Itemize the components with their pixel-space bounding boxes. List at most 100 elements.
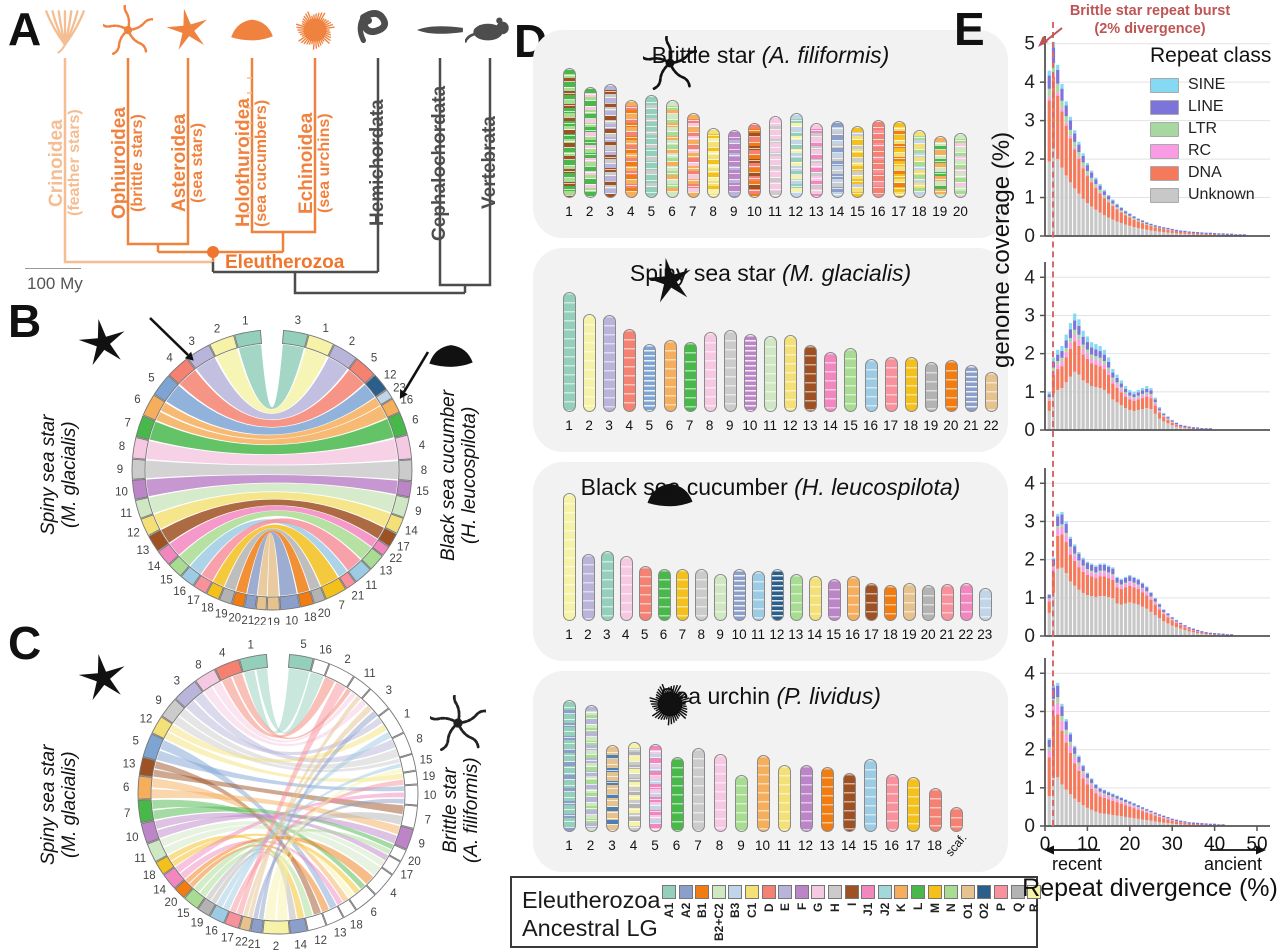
x-axis-label: Repeat divergence (%): [1022, 874, 1278, 902]
chromosome-label: 19: [901, 627, 917, 642]
circos-arc-label: 10: [115, 487, 128, 499]
repeat-legend-item: LINE: [1150, 96, 1280, 118]
circos-arc-label: 16: [319, 645, 332, 657]
histogram-bar: [1119, 816, 1123, 826]
chromosome: [643, 344, 657, 412]
histogram-bar: [1111, 598, 1115, 636]
species-common-name: Black sea cucumber: [580, 474, 795, 500]
histogram-bar: [1047, 88, 1051, 98]
histogram-bar: [1073, 757, 1077, 764]
lg-label-Q: Q: [1010, 903, 1025, 913]
circos-arc-label: 3: [295, 315, 301, 327]
histogram-bar: [1064, 347, 1068, 352]
histogram-bar: [1068, 794, 1073, 826]
histogram-bar: [1068, 546, 1073, 549]
lg-label-B1: B1: [695, 903, 710, 919]
histogram-bar: [1128, 602, 1132, 636]
histogram-bar: [1107, 791, 1111, 793]
chromosome: [846, 576, 860, 621]
y-tick-label: 1: [1024, 188, 1035, 209]
histogram-bar: [1064, 535, 1068, 543]
lg-swatch-G: [811, 885, 826, 899]
chromosome-label: 23: [977, 627, 993, 642]
circos-arc-label: 10: [126, 832, 139, 844]
histogram-bar: [1119, 797, 1123, 801]
repeat-legend-title: Repeat class: [1150, 44, 1272, 67]
histogram-bar: [1123, 210, 1128, 212]
circos-arc-label: 22: [235, 937, 248, 949]
lg-swatch-D: [761, 885, 776, 899]
histogram-bar: [1149, 223, 1153, 226]
histogram-bar: [1149, 230, 1153, 236]
histogram-bar: [1090, 363, 1094, 387]
circos-chord: [196, 357, 348, 420]
lg-swatch-C1: [745, 885, 759, 899]
chromosome: [978, 588, 992, 621]
circos-arc: [214, 659, 243, 682]
histogram-bar: [1073, 313, 1077, 321]
circos-arc: [238, 653, 269, 673]
histogram-bar: [1077, 156, 1081, 159]
histogram-bar: [1060, 524, 1064, 527]
circos-arc-label: 20: [408, 856, 421, 868]
circos-chord: [152, 789, 400, 835]
histogram-bar: [1107, 194, 1111, 197]
circos-arc: [404, 784, 419, 806]
histogram-bar: [1107, 796, 1111, 800]
histogram-bar: [1149, 611, 1153, 636]
chromosome: [769, 116, 782, 198]
histogram-bar: [1094, 364, 1098, 388]
histogram-bar: [1204, 823, 1208, 825]
chromosome: [985, 372, 999, 412]
histogram-bar: [1162, 415, 1166, 416]
histogram-bar: [1157, 822, 1162, 826]
histogram-bar: [1111, 219, 1115, 236]
histogram-bar: [1170, 425, 1174, 430]
histogram-bar: [1119, 584, 1123, 586]
histogram-bar: [1111, 575, 1115, 580]
histogram-bar: [1170, 422, 1174, 426]
histogram-bar: [1191, 630, 1195, 633]
histogram-bar: [1132, 219, 1136, 227]
circos-arc-label: 13: [123, 759, 136, 771]
histogram-bar: [1081, 162, 1085, 167]
histogram-bar: [1090, 342, 1094, 348]
chromosome: [584, 705, 598, 832]
histogram-bar: [1090, 354, 1094, 358]
chromosome: [804, 345, 818, 412]
histogram-bar: [1153, 405, 1157, 414]
histogram-bar: [1073, 745, 1077, 748]
circos-arc: [209, 334, 238, 357]
histogram-bar: [1162, 227, 1166, 229]
chromosome: [604, 84, 618, 198]
circos-chord: [160, 397, 381, 440]
circos-arc: [234, 329, 263, 349]
species-label-left-c: Spiny sea star (M. glacialis): [38, 690, 81, 920]
histogram-bar: [1102, 361, 1106, 365]
histogram-bar: [1136, 584, 1140, 586]
circos-arc: [288, 917, 308, 934]
circos-arc-label: 17: [221, 932, 234, 944]
circos-arc: [381, 855, 401, 875]
histogram-bar: [1056, 513, 1060, 517]
chromosome-label: 14: [807, 627, 823, 642]
histogram-bar: [1056, 568, 1060, 636]
chromosome: [924, 362, 938, 412]
lg-label-L: L: [911, 903, 925, 911]
histogram-bar: [1056, 158, 1060, 236]
histogram-bar: [1111, 200, 1115, 204]
chromosome-label: 10: [742, 418, 758, 433]
circos-arc-label: 19: [191, 918, 204, 930]
histogram-bar: [1107, 799, 1111, 815]
brittle-star-icon-holder: [639, 31, 700, 95]
histogram-bar: [1183, 625, 1187, 627]
feather-star-icon: [45, 10, 85, 54]
x-tick-label: 20: [1119, 834, 1140, 852]
histogram-bar: [1153, 397, 1157, 400]
histogram-bar: [1060, 706, 1064, 717]
chromosome-label: 18: [911, 204, 927, 219]
histogram-bar: [1170, 820, 1174, 821]
histogram-bar: [1085, 574, 1089, 596]
histogram-bar: [1145, 392, 1149, 394]
circos-arc-label: 16: [400, 395, 413, 407]
